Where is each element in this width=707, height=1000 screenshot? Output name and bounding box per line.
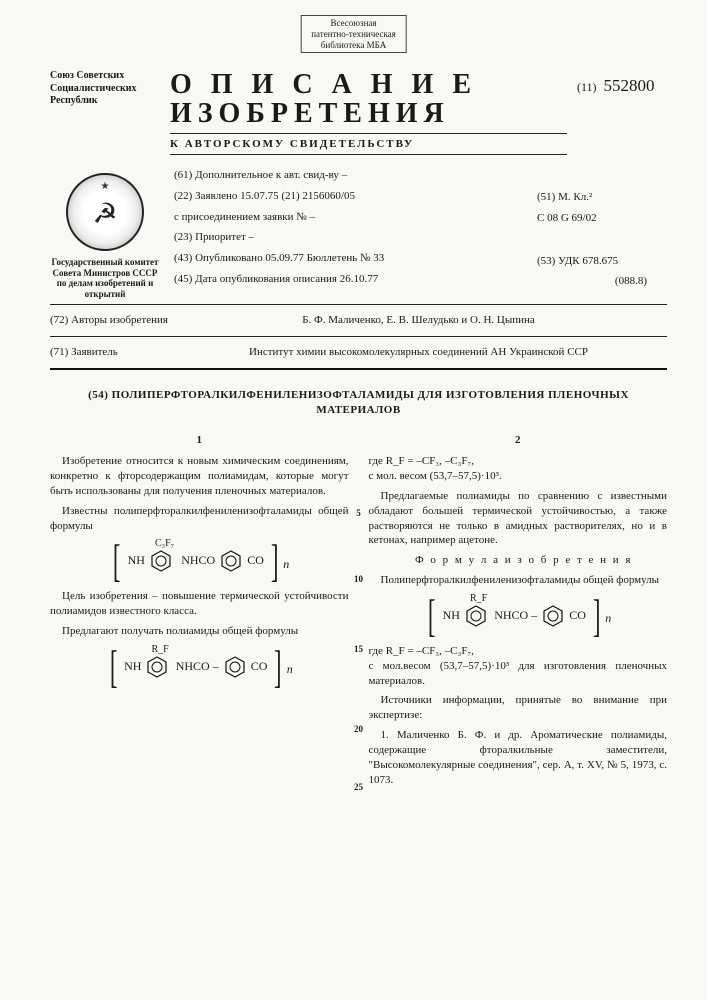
right-bracket-icon: ] xyxy=(274,647,282,687)
field-61: (61) Дополнительное к авт. свид-ву – xyxy=(174,165,537,186)
field-51-value: C 08 G 69/02 xyxy=(537,208,667,229)
authors-row: (72) Авторы изобретения Б. Ф. Маличенко,… xyxy=(50,313,667,328)
biblio-right: (51) М. Кл.² C 08 G 69/02 (53) УДК 678.6… xyxy=(537,165,667,300)
paragraph: Изобретение относится к новым химическим… xyxy=(50,454,349,499)
line-marker: 5 xyxy=(350,507,368,519)
paragraph: где R_F = –CF₃, –C₃F₇, с мол.весом (53,7… xyxy=(369,644,668,689)
stamp-line: Всесоюзная xyxy=(311,18,396,29)
chemical-formula-3: [ NH R_F NHCO – CO ] n xyxy=(369,596,668,636)
paragraph: Полиперфторалкилфениленизофталамиды обще… xyxy=(369,573,668,588)
formula-co: CO xyxy=(569,608,586,622)
line-marker: 25 xyxy=(350,781,368,793)
text-span: с мол.весом (53,7–57,5)·10³ для изготовл… xyxy=(369,660,668,687)
benzene-ring-icon xyxy=(150,550,172,572)
field-45: (45) Дата опубликования описания 26.10.7… xyxy=(174,269,537,290)
subtitle: К АВТОРСКОМУ СВИДЕТЕЛЬСТВУ xyxy=(170,138,567,150)
text-span: где R_F = –CF₃, –C₃F₇, xyxy=(369,645,475,657)
doc-number: 552800 xyxy=(604,76,655,95)
patent-page: Всесоюзная патентно-техническая библиоте… xyxy=(0,0,707,1000)
formula-nh: NH xyxy=(443,608,460,622)
formula-subscript-n: n xyxy=(605,611,611,625)
column-number: 2 xyxy=(369,433,668,448)
main-title-line1: О П И С А Н И Е xyxy=(170,70,567,99)
doc-number-block: (11) 552800 xyxy=(577,70,667,96)
field-22-append: с присоединением заявки № – xyxy=(174,207,537,228)
field-22: (22) Заявлено 15.07.75 (21) 2156060/05 xyxy=(174,186,537,207)
formula-nh: NH xyxy=(128,553,145,567)
formula-co: CO xyxy=(247,553,264,567)
paragraph: Источники информации, принятые во вниман… xyxy=(369,693,668,723)
stamp-line: библиотека МБА xyxy=(311,40,396,51)
bibliographic-block: Государственный комитет Совета Министров… xyxy=(50,165,667,300)
applicant-value: Институт химии высокомолекулярных соедин… xyxy=(170,345,667,360)
benzene-ring-icon xyxy=(146,656,168,678)
state-emblem-icon xyxy=(66,173,144,251)
paragraph: Известны полиперфторалкилфениленизофтала… xyxy=(50,504,349,534)
paragraph: Предлагают получать полиамиды общей форм… xyxy=(50,624,349,639)
line-marker: 10 xyxy=(350,573,368,585)
right-bracket-icon: ] xyxy=(593,596,601,636)
column-1: 1 Изобретение относится к новым химическ… xyxy=(50,433,349,792)
right-bracket-icon: ] xyxy=(271,541,279,581)
line-marker: 15 xyxy=(350,643,368,655)
benzene-ring-icon xyxy=(220,550,242,572)
header-row: Союз Советских Социалистических Республи… xyxy=(50,70,667,159)
chemical-formula-1: [ NH C₃F₇ NHCO CO ] n xyxy=(50,541,349,581)
text-span: с мол. весом (53,7–57,5)·10³. xyxy=(369,470,502,482)
authors-label: (72) Авторы изобретения xyxy=(50,313,170,328)
field-53-label: (53) УДК 678.675 xyxy=(537,251,667,272)
library-stamp: Всесоюзная патентно-техническая библиоте… xyxy=(300,15,407,53)
formula-substituent: R_F xyxy=(470,593,487,604)
main-title-line2: ИЗОБРЕТЕНИЯ xyxy=(170,99,567,128)
applicant-label: (71) Заявитель xyxy=(50,345,170,360)
claims-heading: Ф о р м у л а и з о б р е т е н и я xyxy=(369,553,668,568)
field-23: (23) Приоритет – xyxy=(174,227,537,248)
formula-co: CO xyxy=(251,659,268,673)
committee-name: Государственный комитет Совета Министров… xyxy=(50,257,160,300)
paragraph: где R_F = –CF₃, –C₃F₇, с мол. весом (53,… xyxy=(369,454,668,484)
line-marker: 20 xyxy=(350,723,368,735)
formula-substituent: R_F xyxy=(151,644,168,655)
title-block: О П И С А Н И Е ИЗОБРЕТЕНИЯ К АВТОРСКОМУ… xyxy=(170,70,567,159)
issuer-name: Союз Советских Социалистических Республи… xyxy=(50,70,160,108)
applicant-row: (71) Заявитель Институт химии высокомоле… xyxy=(50,345,667,360)
invention-title: (54) ПОЛИПЕРФТОРАЛКИЛФЕНИЛЕНИЗОФТАЛАМИДЫ… xyxy=(50,388,667,418)
formula-substituent: C₃F₇ xyxy=(155,538,174,549)
benzene-ring-icon xyxy=(465,605,487,627)
field-43: (43) Опубликовано 05.09.77 Бюллетень № 3… xyxy=(174,248,537,269)
column-2: 2 где R_F = –CF₃, –C₃F₇, с мол. весом (5… xyxy=(369,433,668,792)
body-columns: 5 10 15 20 25 1 Изобретение относится к … xyxy=(50,433,667,792)
formula-nh: NH xyxy=(124,659,141,673)
benzene-ring-icon xyxy=(542,605,564,627)
formula-subscript-n: n xyxy=(287,662,293,676)
invention-title-num: (54) xyxy=(88,389,108,401)
paragraph: Предлагаемые полиамиды по сравнению с из… xyxy=(369,489,668,548)
authors-value: Б. Ф. Маличенко, Е. В. Шелудько и О. Н. … xyxy=(170,313,667,328)
field-53-value: (088.8) xyxy=(537,271,667,292)
doc-number-label: (11) xyxy=(577,80,597,94)
formula-nhco: NHCO xyxy=(181,553,215,567)
left-bracket-icon: [ xyxy=(110,647,118,687)
column-number: 1 xyxy=(50,433,349,448)
text-span: где R_F = –CF₃, –C₃F₇, xyxy=(369,455,475,467)
field-51-label: (51) М. Кл.² xyxy=(537,187,667,208)
emblem-column: Государственный комитет Совета Министров… xyxy=(50,165,170,300)
benzene-ring-icon xyxy=(224,656,246,678)
formula-nhco: NHCO xyxy=(494,608,528,622)
left-bracket-icon: [ xyxy=(113,541,121,581)
invention-title-text: ПОЛИПЕРФТОРАЛКИЛФЕНИЛЕНИЗОФТАЛАМИДЫ ДЛЯ … xyxy=(112,389,629,416)
formula-subscript-n: n xyxy=(283,557,289,571)
chemical-formula-2: [ NH R_F NHCO – CO ] n xyxy=(50,647,349,687)
paragraph: Цель изобретения – повышение термической… xyxy=(50,589,349,619)
formula-nhco: NHCO xyxy=(176,659,210,673)
left-bracket-icon: [ xyxy=(428,596,436,636)
paragraph: 1. Маличенко Б. Ф. и др. Ароматические п… xyxy=(369,728,668,787)
stamp-line: патентно-техническая xyxy=(311,29,396,40)
biblio-middle: (61) Дополнительное к авт. свид-ву – (22… xyxy=(170,165,537,300)
